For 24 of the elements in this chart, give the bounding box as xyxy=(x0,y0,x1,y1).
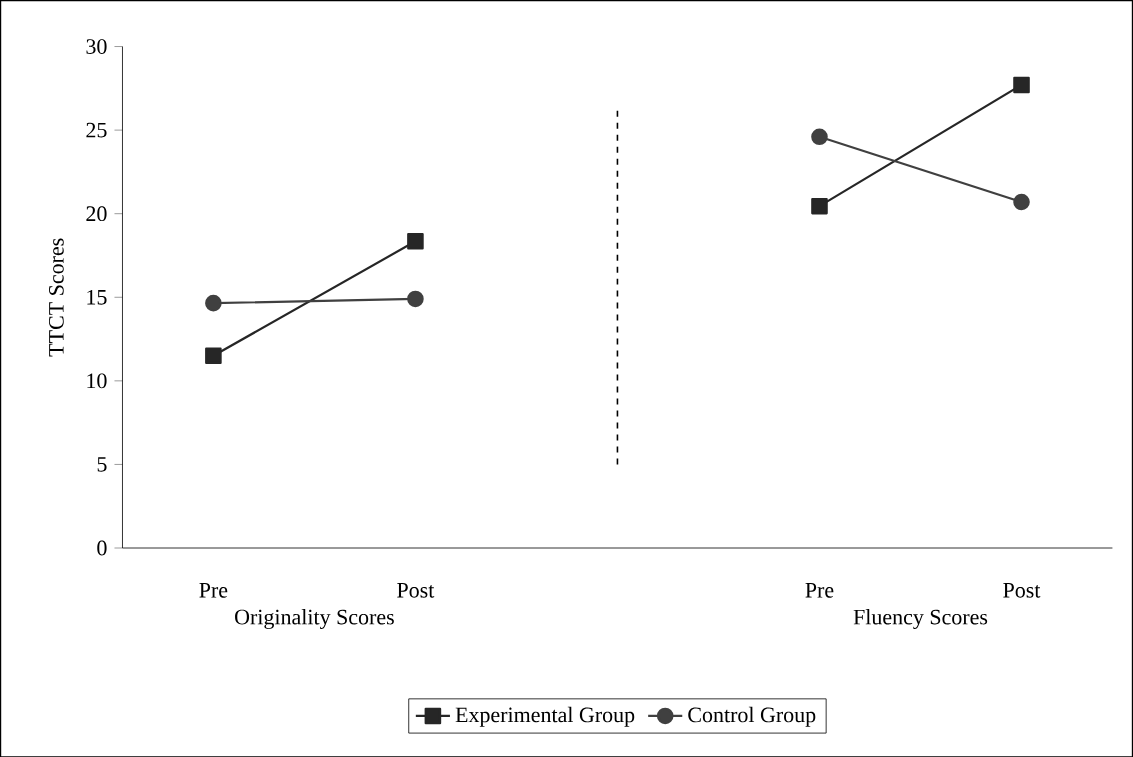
y-tick-label: 0 xyxy=(97,540,107,556)
x-tick-label: Pre xyxy=(199,582,228,598)
y-axis-title: TTCT Scores xyxy=(48,238,64,357)
x-tick-label: Post xyxy=(1003,582,1041,598)
x-tick-label: Post xyxy=(397,582,435,598)
point xyxy=(811,197,828,215)
point xyxy=(1013,193,1030,211)
text: Originality Scores xyxy=(235,608,394,629)
y-tick-label: 20 xyxy=(86,206,107,221)
point xyxy=(407,232,424,250)
point xyxy=(811,128,828,145)
legend-label: Control Group xyxy=(688,706,816,727)
y-tick-label: 25 xyxy=(86,122,107,138)
y-tick-label: 15 xyxy=(87,289,107,305)
x-tick-label: Pre xyxy=(805,582,834,598)
text: Fluency Scores xyxy=(853,608,988,629)
point xyxy=(205,294,222,312)
y-tick-label: 5 xyxy=(97,456,107,472)
y-tick-label: 10 xyxy=(87,373,107,389)
point xyxy=(205,347,222,364)
y-tick-label: 30 xyxy=(86,38,107,54)
point xyxy=(1013,76,1030,94)
point xyxy=(407,290,424,308)
legend-label: Experimental Group xyxy=(455,706,635,727)
